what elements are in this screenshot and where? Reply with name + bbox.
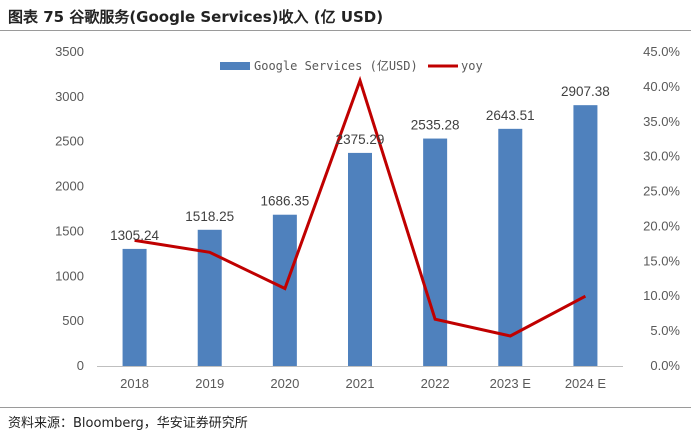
bar-value-label: 2643.51	[486, 108, 535, 123]
source-note: 资料来源：Bloomberg，华安证券研究所	[8, 416, 248, 431]
bar-value-label: 1305.24	[110, 228, 159, 243]
y-left-tick-label: 0	[77, 358, 84, 373]
y-right-tick-label: 40.0%	[643, 79, 680, 94]
yoy-line	[134, 75, 587, 338]
y-right-tick-label: 10.0%	[643, 288, 680, 303]
y-right-tick-label: 0.0%	[650, 358, 680, 373]
y-right-tick-label: 30.0%	[643, 149, 680, 164]
y-right-tick-label: 25.0%	[643, 184, 680, 199]
legend-swatch-google-services	[220, 62, 250, 70]
bar-value-label: 1686.35	[260, 194, 309, 209]
legend: Google Services (亿USD) yoy	[220, 58, 483, 73]
x-tick-label: 2021	[346, 376, 375, 391]
bar-4	[423, 138, 448, 366]
y-right-tick-label: 5.0%	[650, 323, 680, 338]
data-labels-layer: 1305.24 1518.25 1686.35 2375.29 2535.28 2643.…	[110, 84, 610, 243]
bar-0	[122, 248, 147, 366]
y-left-tick-label: 1500	[55, 223, 84, 238]
bar-6	[573, 105, 598, 367]
x-tick-label: 2024 E	[565, 376, 607, 391]
x-tick-label: 2023 E	[490, 376, 532, 391]
x-tick-label: 2020	[270, 376, 299, 391]
bar-value-label: 2375.29	[336, 132, 385, 147]
bar-value-label: 1518.25	[185, 209, 234, 224]
y-right-tick-label: 35.0%	[643, 114, 680, 129]
legend-label-yoy: yoy	[461, 59, 483, 73]
bar-5	[498, 128, 523, 366]
y-right-tick-label: 15.0%	[643, 253, 680, 268]
axes-layer: 2018 2019 2020 2021 2022 2023 E 2024 E 0 500 1000…	[55, 44, 680, 391]
x-tick-label: 2022	[421, 376, 450, 391]
bar-2	[272, 214, 297, 366]
y-left-tick-label: 3000	[55, 89, 84, 104]
legend-label-google-services: Google Services (亿USD)	[254, 58, 418, 73]
y-left-tick-label: 500	[62, 313, 84, 328]
bar-3	[348, 152, 372, 366]
line-layer	[134, 75, 587, 338]
y-left-tick-label: 3500	[55, 44, 84, 59]
x-tick-label: 2018	[120, 376, 149, 391]
top-rule	[0, 30, 691, 31]
chart-title: 图表 75 谷歌服务(Google Services)收入 (亿 USD)	[8, 8, 384, 26]
y-left-tick-label: 2000	[55, 179, 84, 194]
y-left-tick-label: 2500	[55, 134, 84, 149]
bar-value-label: 2535.28	[411, 118, 460, 133]
bar-value-label: 2907.38	[561, 84, 610, 99]
y-left-tick-label: 1000	[55, 268, 84, 283]
y-right-tick-label: 45.0%	[643, 44, 680, 59]
y-right-tick-label: 20.0%	[643, 218, 680, 233]
x-tick-label: 2019	[195, 376, 224, 391]
bottom-rule	[0, 407, 691, 408]
combo-chart: 1305.24 1518.25 1686.35 2375.29 2535.28 2643.…	[55, 44, 680, 391]
